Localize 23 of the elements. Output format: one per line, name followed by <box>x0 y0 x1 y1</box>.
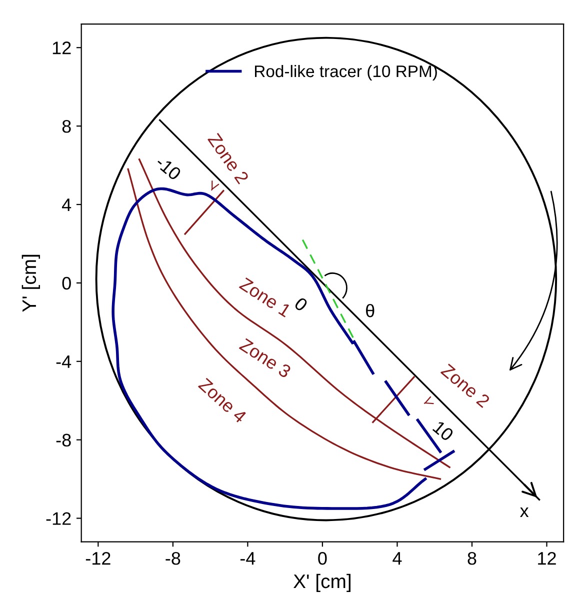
x-axis-title: X' [cm] <box>293 574 350 592</box>
legend-label: Rod-like tracer (10 RPM) <box>255 64 437 80</box>
x-tick-label: 0 <box>318 552 327 565</box>
y-tick-label: 8 <box>62 120 71 133</box>
y-tick-label: 12 <box>52 42 71 54</box>
x-tick-label: -12 <box>86 552 110 565</box>
annotation: θ <box>366 304 374 318</box>
x-tick-label: 4 <box>392 552 402 565</box>
y-tick-label: -12 <box>46 512 71 525</box>
x-tick-label: -8 <box>166 552 180 565</box>
annotation: Zone 1 <box>238 277 292 318</box>
annotation: x <box>520 508 529 518</box>
x-tick-label: -4 <box>240 552 256 565</box>
x-tick-label: 12 <box>538 552 556 565</box>
x-tick-label: 8 <box>468 552 476 565</box>
y-tick-label: -4 <box>56 356 72 368</box>
annotation: -10 <box>154 155 182 181</box>
annotation: 0 <box>294 296 308 312</box>
y-axis-title: Y' [cm] <box>22 254 40 312</box>
y-tick-label: 4 <box>62 198 72 212</box>
y-tick-label: 0 <box>62 276 71 290</box>
annotation: 10 <box>432 420 454 442</box>
y-tick-label: -8 <box>56 434 71 447</box>
